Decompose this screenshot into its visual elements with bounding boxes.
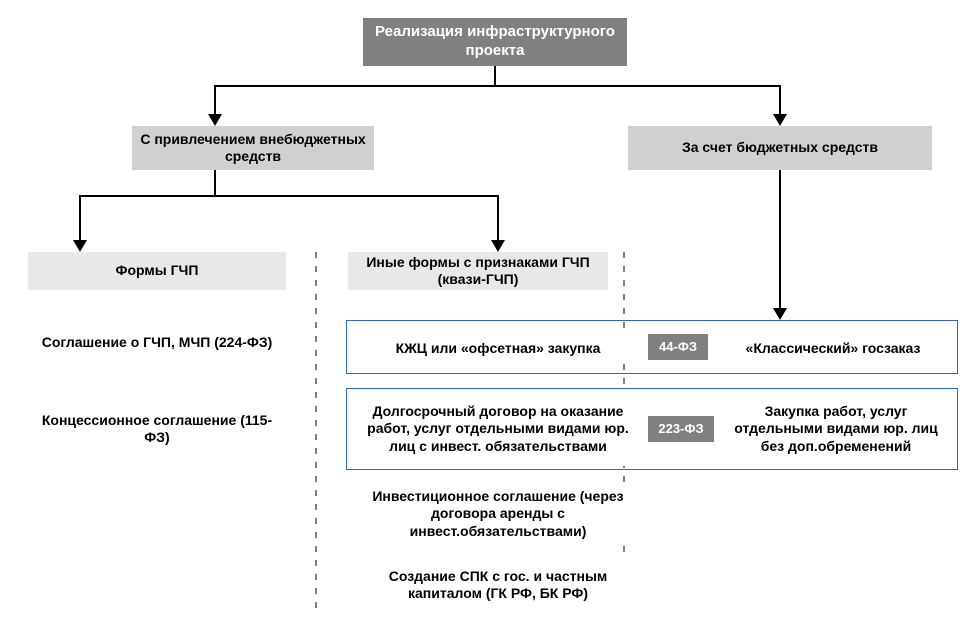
arrow-head-3: [491, 240, 505, 252]
arrow-head-2: [73, 240, 87, 252]
arrow-path-1: [495, 66, 780, 124]
node-branch_right: За счет бюджетных средств: [628, 126, 932, 170]
node-leaf_224: Соглашение о ГЧП, МЧП (224-ФЗ): [28, 320, 286, 366]
node-leaf_invest: Инвестиционное соглашение (через договор…: [352, 486, 644, 542]
node-row1_left: КЖЦ или «офсетная» закупка: [352, 334, 644, 364]
arrow-head-4: [773, 308, 787, 320]
node-row2_tag: 223-ФЗ: [648, 416, 714, 442]
node-row2_left: Долгосрочный договор на оказание работ, …: [352, 392, 644, 466]
node-root: Реализация инфраструктурного проекта: [363, 18, 627, 66]
arrow-head-0: [208, 114, 222, 126]
node-cat_forms: Формы ГЧП: [28, 252, 286, 290]
arrow-path-0: [215, 66, 495, 124]
arrow-path-3: [215, 170, 498, 250]
node-branch_left: С привлечением внебюджетных средств: [132, 126, 374, 170]
arrow-path-2: [80, 170, 215, 250]
arrow-head-1: [773, 114, 787, 126]
node-leaf_115: Концессионное соглашение (115-ФЗ): [28, 406, 286, 452]
node-leaf_spk: Создание СПК с гос. и частным капиталом …: [352, 560, 644, 610]
node-row2_right: Закупка работ, услуг отдельными видами ю…: [720, 398, 952, 460]
node-row1_right: «Классический» госзаказ: [714, 334, 952, 364]
node-cat_quasi: Иные формы с признаками ГЧП (квази-ГЧП): [348, 252, 608, 290]
node-row1_tag: 44-ФЗ: [648, 334, 708, 360]
